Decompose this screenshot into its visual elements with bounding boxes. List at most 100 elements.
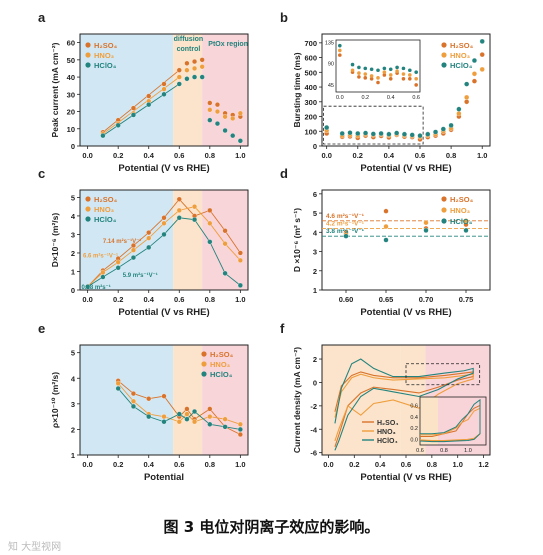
inset-point — [382, 70, 387, 74]
x-axis-label: Potential (V vs RHE) — [360, 472, 451, 483]
y-tick-label: 0 — [313, 378, 317, 387]
inset: 0.6 0.8 1.0 0.0 0.2 0.4 0.6 — [410, 396, 487, 454]
data-point — [85, 284, 91, 290]
y-tick-label: 30 — [67, 90, 75, 99]
y-tick-label: 2 — [71, 425, 75, 434]
data-point — [207, 239, 213, 245]
shaded-region — [322, 345, 401, 455]
y-tick-label: 2 — [313, 267, 317, 276]
data-point — [199, 64, 205, 70]
y-tick-label: 6 — [313, 190, 317, 199]
inset-frame — [419, 396, 487, 446]
legend-label: H₂SO₄ — [377, 420, 399, 427]
data-point — [176, 207, 182, 213]
data-point — [115, 259, 121, 265]
data-point — [347, 130, 353, 136]
data-point — [207, 421, 213, 427]
x-tick-label: 0.2 — [113, 295, 123, 304]
intercept-annotation: 0.18 m²s⁻¹ — [82, 284, 111, 291]
data-point — [339, 130, 345, 137]
x-axis-label: Potential (V vs RHE) — [360, 163, 451, 174]
y-axis-label: ρ×10⁻¹⁰ (m²/s) — [50, 372, 60, 428]
data-point — [383, 237, 389, 243]
data-point — [130, 112, 137, 118]
legend-label: HClO₄ — [377, 438, 398, 445]
legend-label: H₂SO₄ — [210, 350, 234, 359]
x-tick-label: 1.0 — [235, 460, 245, 469]
x-tick-label: 0.2 — [113, 460, 123, 469]
fit-line — [102, 69, 180, 133]
x-tick-label: 0.2 — [349, 460, 359, 469]
inset-point — [401, 76, 406, 81]
data-point — [394, 130, 400, 136]
plot-frame — [321, 189, 491, 291]
data-point — [100, 274, 106, 280]
data-point — [464, 81, 470, 87]
y-tick-label: 3 — [71, 400, 75, 409]
data-point — [417, 133, 423, 139]
cv-curve — [334, 373, 474, 442]
data-point — [423, 220, 429, 226]
fit-line — [102, 76, 180, 135]
legend-label: HClO₄ — [94, 215, 117, 224]
data-point — [146, 102, 152, 108]
x-tick-label: 1.0 — [235, 151, 245, 160]
plot-frame — [79, 33, 249, 147]
data-point — [237, 250, 243, 256]
data-point — [161, 86, 167, 92]
legend-label: HNO₃ — [450, 51, 471, 60]
data-point — [176, 411, 182, 417]
data-point — [146, 230, 152, 236]
y-tick-label: 3 — [71, 230, 75, 239]
x-axis-label: Potential (V vs RHE) — [118, 163, 209, 174]
panel-letter: c — [38, 166, 45, 181]
data-point — [237, 421, 243, 427]
data-point — [222, 228, 228, 234]
x-axis-label: Potential (V vs RHE) — [360, 307, 451, 318]
data-point — [176, 215, 182, 221]
inset-point — [414, 76, 418, 81]
data-point — [130, 255, 137, 261]
data-point — [222, 127, 228, 134]
plot-frame — [321, 33, 491, 147]
inset-x-tick: 0.2 — [361, 95, 369, 101]
data-point — [324, 125, 330, 131]
y-tick-label: 1 — [313, 286, 317, 295]
shaded-region — [173, 190, 203, 290]
panel-letter: d — [280, 166, 288, 181]
data-point — [161, 231, 167, 237]
inset-point — [382, 73, 387, 77]
data-point — [214, 108, 221, 115]
data-point — [100, 133, 106, 139]
x-tick-label: 0.6 — [401, 460, 411, 469]
data-point — [463, 218, 469, 224]
y-axis-label: D×10⁻⁶ (m²/s) — [50, 213, 60, 268]
data-point — [130, 403, 137, 409]
legend-marker — [441, 207, 447, 213]
inset-point — [350, 68, 355, 73]
data-point — [370, 131, 376, 137]
watermark: 知 大型视网 — [8, 542, 62, 553]
x-tick-label: 0.8 — [205, 295, 215, 304]
inset-point — [408, 76, 412, 81]
data-point — [222, 241, 228, 247]
data-point — [207, 220, 213, 226]
inset-x-tick: 0.6 — [412, 95, 420, 101]
inset-x-tick: 0.0 — [336, 95, 344, 101]
inset-y-tick: 0.2 — [410, 426, 418, 432]
data-point — [146, 93, 152, 99]
data-point — [130, 105, 137, 111]
inset-region — [420, 397, 438, 445]
inset-point — [357, 75, 361, 79]
y-tick-label: 60 — [67, 39, 75, 48]
data-point — [207, 117, 213, 123]
x-tick-label: 0.0 — [323, 460, 333, 469]
y-tick-label: 5 — [71, 349, 75, 358]
data-point — [343, 233, 349, 239]
data-point — [184, 406, 190, 412]
inset-point — [363, 66, 368, 71]
data-point — [237, 110, 243, 116]
data-point — [471, 71, 477, 77]
legend-label: HNO₃ — [94, 51, 115, 60]
